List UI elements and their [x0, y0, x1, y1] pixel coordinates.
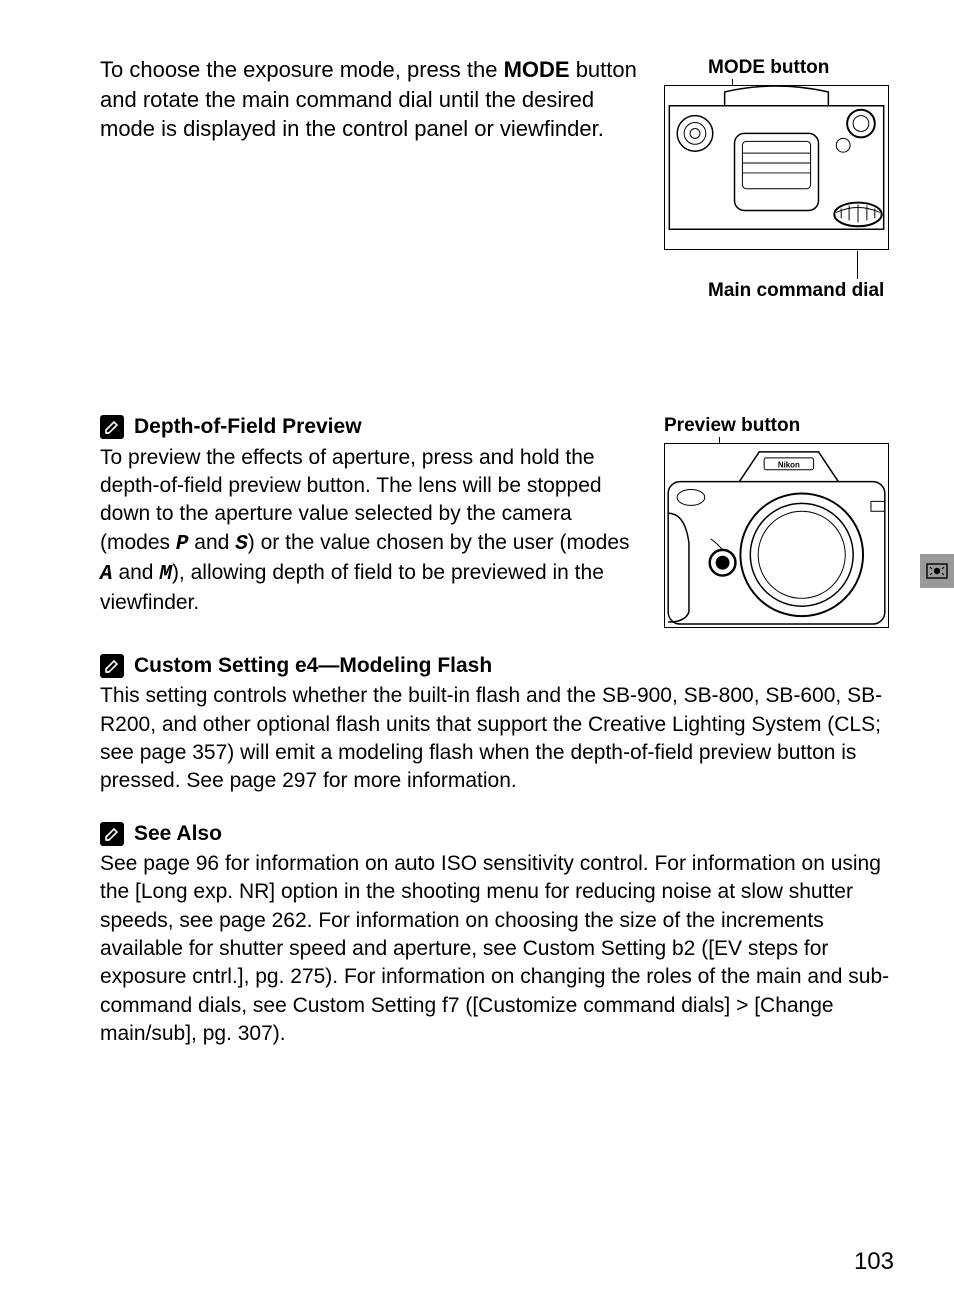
callout-line-icon — [857, 251, 858, 279]
camera-top-diagram — [664, 85, 889, 250]
seealso-title: See Also — [134, 820, 222, 848]
intro-text-before: To choose the exposure mode, press the — [100, 57, 504, 82]
page-number: 103 — [854, 1246, 894, 1278]
pencil-note-icon — [100, 822, 124, 846]
svg-text:Nikon: Nikon — [778, 461, 800, 470]
intro-paragraph: To choose the exposure mode, press the M… — [100, 55, 640, 303]
mode-label-prefix: MODE — [708, 57, 765, 78]
e4-body: This setting controls whether the built-… — [100, 682, 894, 795]
mode-glyph-p: P — [176, 533, 189, 556]
dof-text-5: ), allowing depth of field to be preview… — [100, 561, 604, 614]
main-dial-label: Main command dial — [664, 278, 894, 304]
dof-text-2: and — [188, 531, 235, 554]
dof-heading: Depth-of-Field Preview — [100, 413, 640, 441]
mode-label-suffix: button — [765, 57, 829, 78]
mode-word: MODE — [504, 57, 570, 82]
section-tab-exposure-icon — [920, 554, 954, 588]
mode-glyph-m: M — [159, 563, 172, 586]
preview-label-text: Preview button — [664, 415, 800, 436]
dof-text-3: ) or the value chosen by the user (modes — [248, 531, 630, 554]
preview-button-label: Preview button — [664, 413, 894, 439]
mode-glyph-s: S — [235, 533, 248, 556]
pencil-note-icon — [100, 415, 124, 439]
dof-note: Depth-of-Field Preview To preview the ef… — [100, 413, 894, 628]
mode-glyph-a: A — [100, 563, 113, 586]
seealso-heading: See Also — [100, 820, 894, 848]
e4-title: Custom Setting e4—Modeling Flash — [134, 652, 492, 680]
dof-text-4: and — [113, 561, 160, 584]
dof-title: Depth-of-Field Preview — [134, 413, 362, 441]
seealso-note: See Also See page 96 for information on … — [100, 820, 894, 1049]
seealso-body: See page 96 for information on auto ISO … — [100, 850, 894, 1048]
e4-note: Custom Setting e4—Modeling Flash This se… — [100, 652, 894, 796]
dof-body: To preview the effects of aperture, pres… — [100, 444, 640, 618]
e4-heading: Custom Setting e4—Modeling Flash — [100, 652, 894, 680]
camera-front-diagram: Nikon — [664, 443, 889, 628]
pencil-note-icon — [100, 654, 124, 678]
preview-figure-column: Preview button Nikon — [664, 413, 894, 628]
intro-row: To choose the exposure mode, press the M… — [100, 55, 894, 303]
mode-figure-column: MODE button — [664, 55, 894, 303]
mode-button-label: MODE button — [664, 55, 894, 81]
